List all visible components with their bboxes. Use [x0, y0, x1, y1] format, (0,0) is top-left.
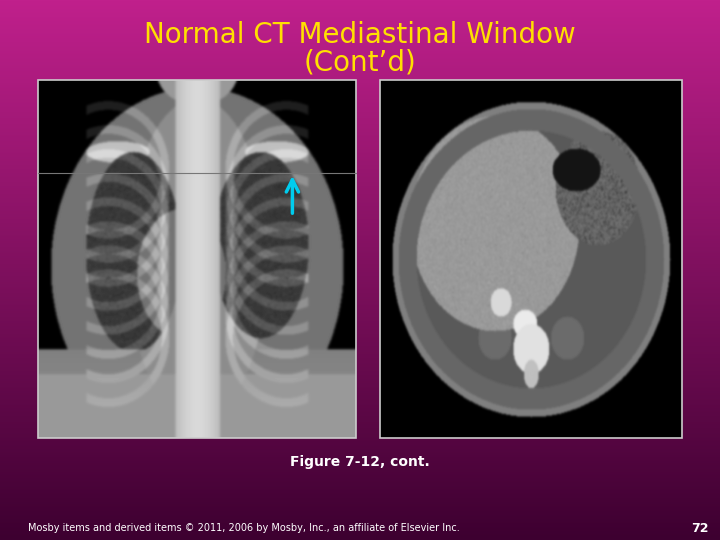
Text: (Cont’d): (Cont’d) — [304, 48, 416, 76]
Text: Mosby items and derived items © 2011, 2006 by Mosby, Inc., an affiliate of Elsev: Mosby items and derived items © 2011, 20… — [28, 523, 460, 533]
Bar — [38, 80, 356, 438]
Bar — [380, 80, 682, 438]
Text: Figure 7-12, cont.: Figure 7-12, cont. — [290, 455, 430, 469]
Text: 72: 72 — [691, 522, 708, 535]
Text: Normal CT Mediastinal Window: Normal CT Mediastinal Window — [144, 21, 576, 49]
